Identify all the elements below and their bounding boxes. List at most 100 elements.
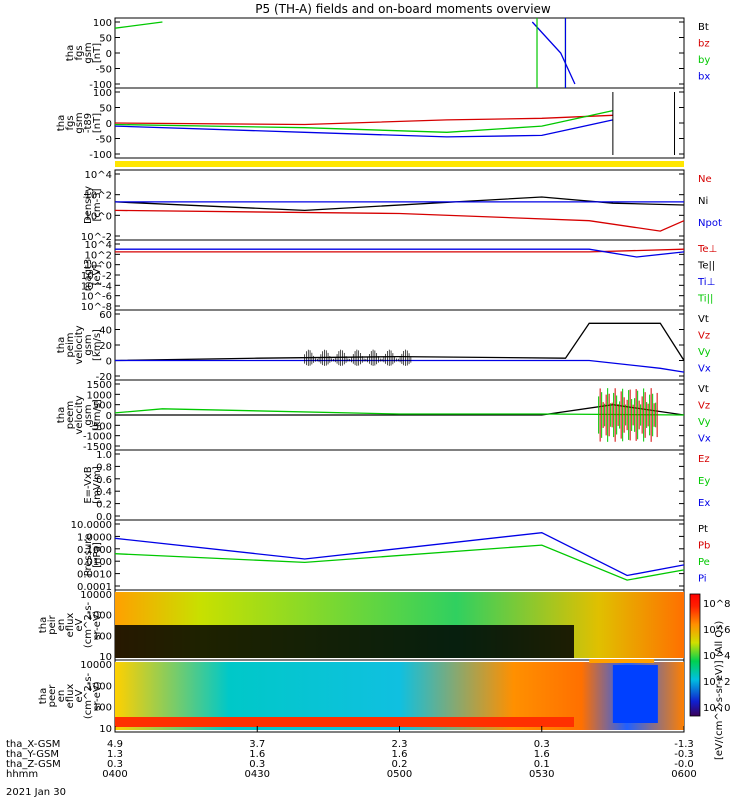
- y-axis-label: fgs: [65, 115, 76, 130]
- y-tick-label: 10^-2: [81, 271, 112, 282]
- y-tick-label: 0.8: [96, 462, 112, 473]
- y-axis-label: eflux: [65, 613, 76, 638]
- y-tick-label: 0.1000: [77, 545, 112, 556]
- y-tick-label: 10^-6: [81, 292, 112, 303]
- y-tick-label: 0.0001: [77, 582, 112, 593]
- series-line: [115, 359, 685, 373]
- legend-entry: Ex: [698, 498, 710, 509]
- y-tick-label: 0.0010: [77, 570, 112, 581]
- y-axis-label: peir: [47, 614, 58, 634]
- y-axis-label: tha: [56, 407, 67, 423]
- y-axis-label: tha: [56, 337, 67, 353]
- y-axis-label: eflux: [65, 684, 76, 709]
- series-line: [114, 114, 613, 126]
- y-tick-label: 10: [99, 724, 112, 735]
- series-line: [531, 21, 576, 85]
- y-tick-label: 10^4: [85, 170, 112, 181]
- y-axis-label: tha: [65, 45, 76, 61]
- y-axis-label: [nT]: [92, 113, 103, 133]
- y-axis-label: velocity: [74, 325, 85, 364]
- x-axis-value: 0.2: [392, 759, 408, 770]
- x-axis-value: 1.3: [107, 749, 123, 760]
- y-axis-label: eV: [74, 689, 85, 702]
- date-label: 2021 Jan 30: [6, 787, 66, 798]
- chart-title: P5 (TH-A) fields and on-board moments ov…: [255, 2, 551, 16]
- y-tick-label: 0.6: [96, 475, 112, 486]
- colorbar-tick-label: 10^2: [703, 677, 730, 688]
- x-axis-value: 0.3: [107, 759, 123, 770]
- y-axis-label: fgs: [74, 45, 85, 60]
- y-tick-label: 500: [93, 401, 112, 412]
- y-tick-label: 0.0: [96, 512, 112, 523]
- colorbar: [689, 593, 701, 717]
- spectrogram-electron-band: [115, 717, 574, 727]
- legend-entry: Vt: [698, 384, 709, 395]
- legend-entry: Ti⊥: [697, 277, 715, 288]
- y-axis-label: magt3: [83, 259, 94, 292]
- x-axis-value: 0430: [245, 769, 270, 780]
- y-axis-label: [nT]: [92, 43, 103, 63]
- legend-entry: bz: [698, 39, 710, 50]
- y-axis-label: (cm^2-s-: [83, 672, 94, 719]
- series-line: [114, 119, 614, 138]
- y-axis-label: tha: [38, 617, 49, 633]
- y-tick-label: 50: [99, 104, 112, 115]
- y-tick-label: 0.0100: [77, 557, 112, 568]
- legend-entry: Ne: [698, 174, 712, 185]
- y-tick-label: 1500: [87, 380, 112, 391]
- series-line: [114, 408, 685, 416]
- x-axis-value: 0.1: [534, 759, 550, 770]
- panel-frame: [114, 449, 685, 521]
- x-axis-value: 0600: [671, 769, 696, 780]
- y-tick-label: -500: [89, 421, 112, 432]
- x-axis-row-label: hhmm: [6, 769, 38, 780]
- series-line: [114, 544, 685, 581]
- legend-entry: Pb: [698, 541, 710, 552]
- y-tick-label: 10000: [80, 590, 112, 601]
- y-tick-label: 0.2: [96, 500, 112, 511]
- y-tick-label: 10^-2: [81, 232, 112, 243]
- x-axis-row-label: tha_X-GSM: [6, 739, 60, 750]
- y-tick-label: 10.0000: [71, 520, 112, 531]
- x-axis-value: 4.9: [107, 739, 123, 750]
- y-axis-label: peem: [65, 401, 76, 429]
- y-tick-label: -100: [89, 80, 112, 91]
- y-axis-label: E=-VxB: [83, 466, 94, 503]
- y-axis-label: -t89: [83, 113, 94, 133]
- y-axis-label: gsm: [74, 112, 85, 133]
- x-axis-value: 0500: [387, 769, 412, 780]
- series-line: [115, 248, 685, 253]
- y-tick-label: 10^-4: [81, 281, 112, 292]
- legend-entry: Vy: [698, 347, 711, 358]
- y-tick-label: 1.0: [96, 450, 112, 461]
- y-tick-label: 0: [106, 411, 112, 422]
- series-line: [114, 21, 163, 29]
- y-axis-label: gsm: [83, 42, 94, 63]
- y-tick-label: 100: [93, 18, 112, 29]
- colorbar-tick-label: 10^4: [703, 651, 730, 662]
- y-tick-label: 50: [99, 34, 112, 45]
- y-tick-label: -1000: [83, 432, 112, 443]
- legend-entry: Te⊥: [697, 244, 717, 255]
- y-tick-label: 20: [99, 341, 112, 352]
- legend-entry: Bt: [698, 22, 709, 33]
- legend-entry: Pe: [698, 557, 710, 568]
- y-tick-label: -50: [96, 65, 112, 76]
- legend-entry: Vy: [698, 417, 711, 428]
- y-tick-label: 10: [99, 652, 112, 663]
- x-axis-value: 1.6: [392, 749, 408, 760]
- y-axis-label: tha: [56, 115, 67, 131]
- x-axis-value: 1.6: [534, 749, 550, 760]
- x-axis-value: 0.3: [249, 759, 265, 770]
- y-tick-label: -50: [96, 135, 112, 146]
- y-axis-label: peim: [65, 332, 76, 357]
- y-axis-label: Pressure: [83, 534, 94, 577]
- y-axis-label: [cm-3]: [92, 188, 103, 221]
- legend-entry: Ez: [698, 454, 710, 465]
- y-tick-label: 100: [93, 703, 112, 714]
- x-axis-value: 0.3: [534, 739, 550, 750]
- y-tick-label: 0: [106, 119, 112, 130]
- y-tick-label: 1000: [87, 611, 112, 622]
- y-axis-label: (cm^2-s-: [83, 601, 94, 648]
- y-tick-label: -100: [89, 150, 112, 161]
